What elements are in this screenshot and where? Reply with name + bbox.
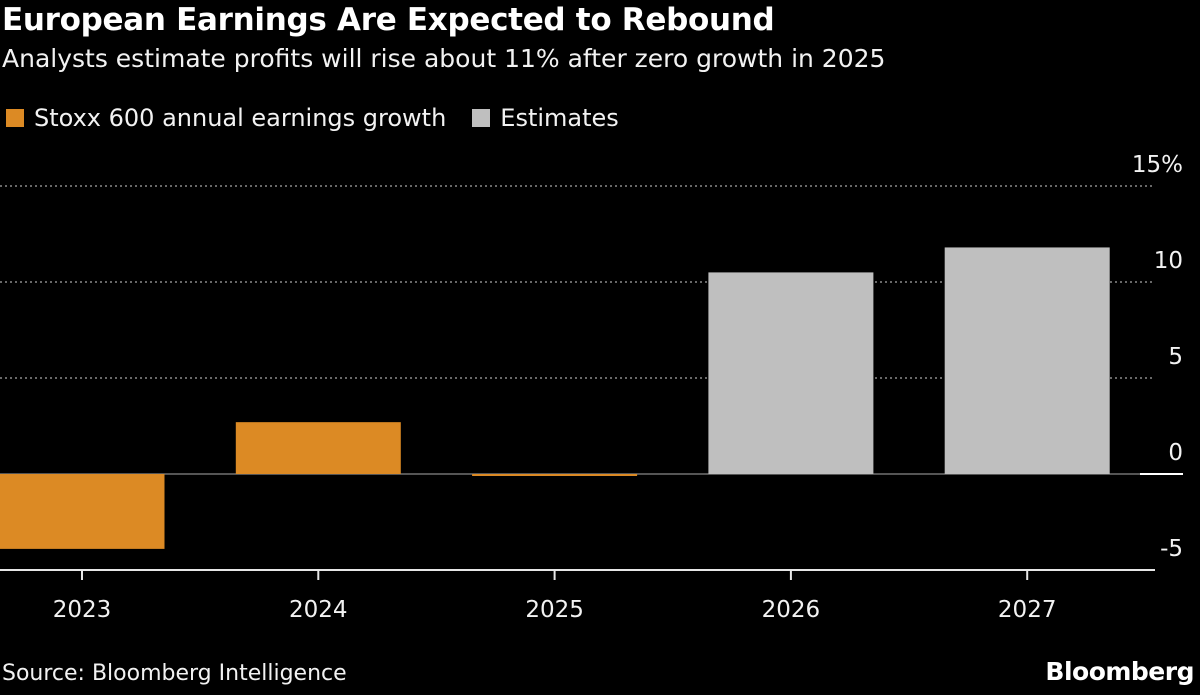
x-tick-label: 2025: [525, 597, 584, 623]
x-tick-label: 2026: [762, 597, 821, 623]
x-tick-label: 2024: [289, 597, 348, 623]
legend-swatch-estimates: [472, 109, 491, 127]
legend-label: Stoxx 600 annual earnings growth: [34, 104, 447, 132]
y-tick-label: 10: [1154, 248, 1183, 274]
legend-item-estimates: Estimates: [472, 104, 619, 132]
legend: Stoxx 600 annual earnings growth Estimat…: [6, 104, 645, 132]
y-tick-label: 15%: [1132, 152, 1183, 178]
y-tick-label: -5: [1160, 536, 1183, 562]
bar-2027: [944, 247, 1110, 474]
x-tick-label: 2023: [53, 597, 112, 623]
chart-title: European Earnings Are Expected to Reboun…: [2, 2, 775, 38]
x-tick-label: 2027: [998, 597, 1057, 623]
legend-item-actual: Stoxx 600 annual earnings growth: [6, 104, 446, 132]
bar-2024: [235, 422, 401, 474]
y-tick-label: 0: [1168, 440, 1183, 466]
bloomberg-logo: Bloomberg: [1045, 657, 1194, 686]
legend-label: Estimates: [500, 104, 619, 132]
bar-2025: [472, 474, 638, 476]
bar-2023: [0, 474, 165, 549]
y-tick-label: 5: [1168, 344, 1183, 370]
chart-subtitle: Analysts estimate profits will rise abou…: [2, 44, 886, 73]
source-note: Source: Bloomberg Intelligence: [2, 661, 347, 686]
legend-swatch-actual: [6, 109, 24, 127]
bar-2026: [708, 272, 874, 474]
